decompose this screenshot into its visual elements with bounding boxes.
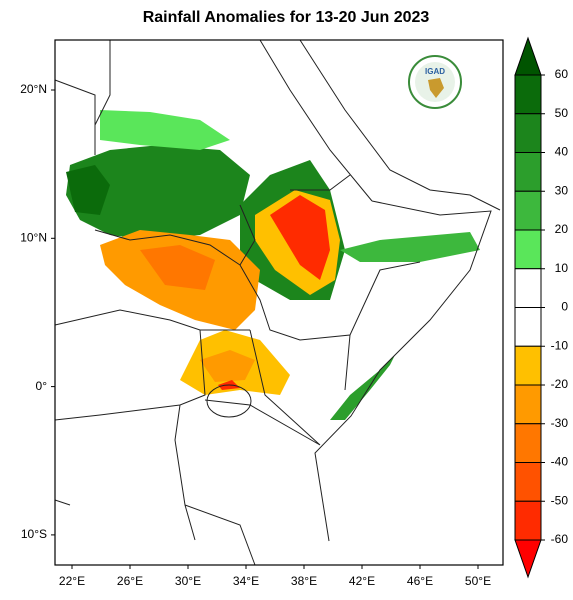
colorbar-bin	[514, 423, 542, 463]
colorbar-label: 20	[555, 222, 569, 236]
colorbar-label: -40	[551, 455, 569, 469]
igad-logo: IGAD	[408, 55, 462, 109]
colorbar-label: 60	[555, 67, 569, 81]
colorbar-bin	[514, 384, 542, 425]
lon-label: 34°E	[233, 574, 259, 588]
map-title: Rainfall Anomalies for 13-20 Jun 2023	[143, 9, 430, 26]
anomaly-patch	[66, 145, 250, 240]
colorbar-bin	[514, 229, 542, 270]
colorbar-over	[514, 36, 542, 76]
colorbar-bin	[514, 74, 542, 115]
colorbar-label: -30	[551, 416, 569, 430]
anomaly-patch	[340, 232, 480, 262]
lon-label: 50°E	[465, 574, 491, 588]
lon-label: 46°E	[407, 574, 433, 588]
colorbar-label: 10	[555, 261, 569, 275]
anomaly-patch	[270, 195, 330, 280]
colorbar-bin	[514, 307, 542, 347]
anomaly-patch	[200, 350, 255, 382]
lon-label: 26°E	[117, 574, 143, 588]
colorbar-label: 0	[561, 300, 568, 314]
colorbar-bin	[514, 500, 542, 541]
axis-labels: 22°E 26°E 30°E 34°E 38°E 42°E 46°E 50°E 20°N 10°N…	[20, 82, 491, 588]
colorbar: 60 50 40 30 20 10 0 -10 -20 -30 -40 -50 -60	[514, 36, 569, 579]
colorbar-label: -10	[551, 338, 569, 352]
map-frame	[54, 39, 504, 566]
anomaly-patch	[66, 165, 110, 215]
anomaly-patch	[140, 245, 215, 290]
anomaly-patch	[100, 110, 230, 150]
lon-label: 22°E	[59, 574, 85, 588]
colorbar-bin	[514, 190, 542, 231]
colorbar-label: 50	[555, 106, 569, 120]
colorbar-bin	[514, 462, 542, 502]
logo-text: IGAD	[425, 67, 445, 76]
colorbar-label: -50	[551, 493, 569, 507]
lake-victoria	[206, 384, 252, 418]
colorbar-under	[514, 539, 542, 579]
map-panel: IGAD	[54, 39, 504, 566]
colorbar-label: 30	[555, 183, 569, 197]
lon-label: 38°E	[291, 574, 317, 588]
colorbar-bin	[514, 152, 542, 192]
colorbar-bin	[514, 113, 542, 153]
lon-label: 42°E	[349, 574, 375, 588]
lat-label: 20°N	[20, 82, 47, 96]
lat-label: 0°	[36, 379, 48, 393]
colorbar-label: -20	[551, 377, 569, 391]
colorbar-bin	[514, 268, 542, 308]
lat-label: 10°N	[20, 230, 47, 244]
anomaly-patch	[330, 345, 400, 420]
colorbar-label: 40	[555, 145, 569, 159]
colorbar-bin	[514, 345, 542, 386]
colorbar-label: -60	[551, 532, 569, 546]
lat-label: 10°S	[21, 527, 47, 541]
lon-label: 30°E	[175, 574, 201, 588]
